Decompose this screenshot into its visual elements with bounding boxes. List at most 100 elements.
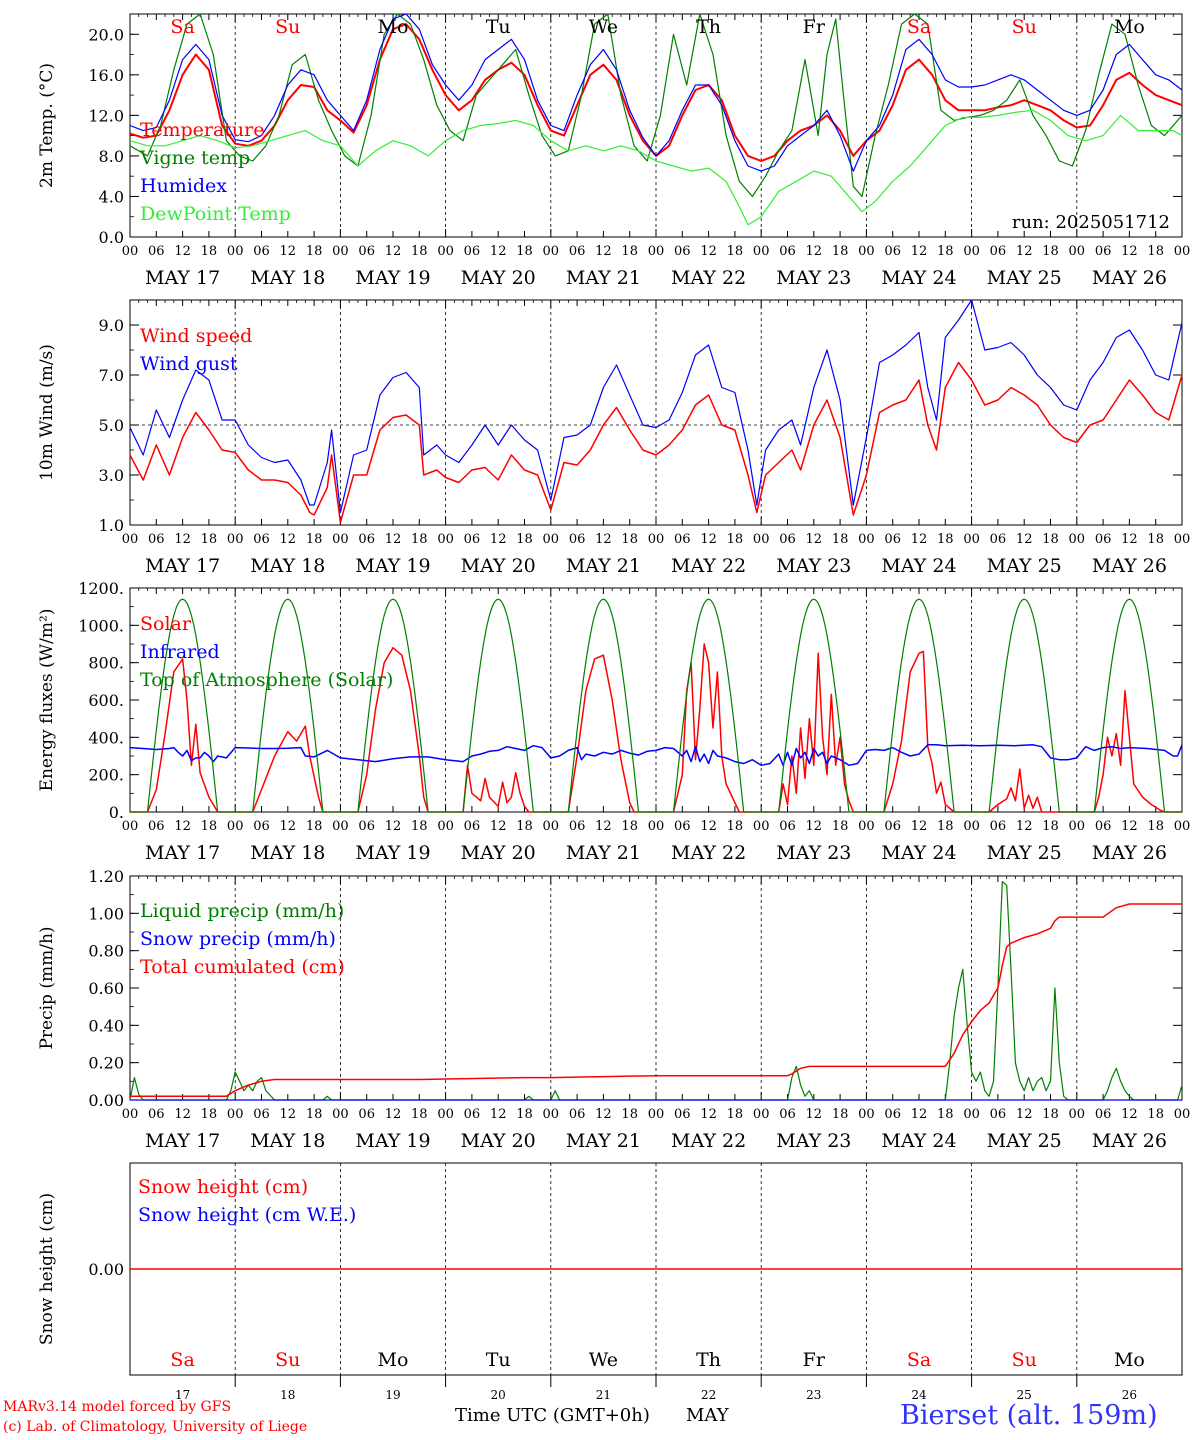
date-label: MAY 23	[776, 842, 851, 864]
hour-tick-label: 18	[201, 532, 218, 547]
hour-tick-label: 18	[1042, 532, 1059, 547]
hour-tick-label: 00	[437, 532, 454, 547]
hour-tick-label: 12	[806, 1107, 823, 1122]
legend-entry: Wind speed	[140, 325, 252, 347]
hour-tick-label: 00	[1174, 1107, 1191, 1122]
y-tick-label: 1200.	[78, 579, 124, 598]
hour-tick-label: 06	[148, 1107, 165, 1122]
date-label: MAY 20	[461, 555, 536, 577]
date-label: MAY 20	[461, 267, 536, 289]
hour-tick-label: 18	[411, 819, 428, 834]
hour-tick-label: 18	[1147, 532, 1164, 547]
hour-tick-label: 06	[1095, 532, 1112, 547]
hour-tick-label: 06	[358, 819, 375, 834]
day-number-label: 25	[1017, 1388, 1032, 1402]
hour-tick-label: 18	[832, 819, 849, 834]
hour-tick-label: 06	[569, 532, 586, 547]
weekday-label: Sa	[907, 1349, 931, 1371]
y-axis-label: 10m Wind (m/s)	[37, 344, 57, 481]
hour-tick-label: 18	[516, 532, 533, 547]
date-label: MAY 25	[987, 267, 1062, 289]
hour-tick-label: 18	[306, 244, 323, 259]
hour-tick-label: 06	[674, 819, 691, 834]
hour-tick-label: 06	[779, 819, 796, 834]
legend-entry: Infrared	[140, 641, 220, 663]
hour-tick-label: 06	[884, 244, 901, 259]
hour-tick-label: 18	[201, 244, 218, 259]
hour-tick-label: 06	[674, 1107, 691, 1122]
panel-temp	[129, 13, 1183, 238]
hour-tick-label: 12	[911, 532, 928, 547]
series-line-wind-speed	[129, 361, 1183, 524]
y-axis-label: Energy fluxes (W/m²)	[37, 609, 57, 792]
hour-tick-label: 00	[753, 244, 770, 259]
y-tick-label: 400.	[88, 728, 124, 747]
hour-tick-label: 00	[122, 532, 139, 547]
day-number-label: 18	[280, 1388, 295, 1402]
hour-tick-label: 00	[543, 1107, 560, 1122]
hour-tick-label: 06	[464, 819, 481, 834]
series-line-top-of-atmosphere-solar-	[130, 598, 1182, 813]
hour-tick-label: 00	[648, 532, 665, 547]
y-tick-label: 0.0	[99, 228, 124, 247]
weekday-label: Su	[1012, 1349, 1037, 1371]
weekday-label: Sa	[907, 16, 931, 38]
hour-tick-label: 18	[411, 1107, 428, 1122]
hour-tick-label: 18	[832, 244, 849, 259]
hour-tick-label: 06	[253, 1107, 270, 1122]
hour-tick-label: 00	[332, 244, 349, 259]
hour-tick-label: 00	[543, 244, 560, 259]
hour-tick-label: 12	[174, 532, 191, 547]
hour-tick-label: 00	[122, 819, 139, 834]
legend-entry: Wind gust	[140, 353, 238, 375]
y-tick-label: 0.40	[88, 1016, 124, 1035]
hour-tick-label: 12	[385, 244, 402, 259]
series-line-vigne-temp	[129, 13, 1183, 198]
date-label: MAY 22	[671, 555, 746, 577]
day-number-label: 23	[806, 1388, 821, 1402]
weekday-label: Su	[1012, 16, 1037, 38]
day-number-label: 20	[491, 1388, 506, 1402]
date-label: MAY 26	[1092, 1130, 1167, 1152]
hour-tick-label: 18	[516, 1107, 533, 1122]
hour-tick-label: 00	[227, 1107, 244, 1122]
date-label: MAY 22	[671, 842, 746, 864]
hour-tick-label: 06	[674, 532, 691, 547]
day-number-label: 17	[175, 1388, 190, 1402]
date-label: MAY 17	[145, 555, 220, 577]
date-label: MAY 24	[881, 555, 956, 577]
day-number-label: 22	[701, 1388, 716, 1402]
date-label: MAY 23	[776, 267, 851, 289]
hour-tick-label: 06	[990, 1107, 1007, 1122]
y-axis-label: 2m Temp. (°C)	[37, 63, 57, 188]
hour-tick-label: 18	[411, 244, 428, 259]
legend-entry: Vigne temp	[139, 147, 250, 169]
hour-tick-label: 06	[569, 1107, 586, 1122]
series-line-humidex	[129, 13, 1183, 172]
hour-tick-label: 18	[937, 244, 954, 259]
hour-tick-label: 06	[884, 1107, 901, 1122]
hour-tick-label: 12	[1121, 532, 1138, 547]
hour-tick-label: 12	[1016, 819, 1033, 834]
hour-tick-label: 00	[1069, 532, 1086, 547]
y-axis-label: Snow height (cm)	[37, 1193, 57, 1345]
hour-tick-label: 12	[806, 244, 823, 259]
y-tick-label: 1.0	[99, 516, 124, 535]
weekday-label: Mo	[1114, 16, 1145, 38]
hour-tick-label: 00	[332, 819, 349, 834]
hour-tick-label: 18	[727, 1107, 744, 1122]
hour-tick-label: 12	[490, 1107, 507, 1122]
x-axis-label: Time UTC (GMT+0h)	[455, 1405, 650, 1426]
hour-tick-label: 00	[332, 532, 349, 547]
weekday-label: Su	[275, 1349, 300, 1371]
legend-entry: Top of Atmosphere (Solar)	[140, 669, 393, 691]
weekday-label: Mo	[378, 1349, 409, 1371]
hour-tick-label: 00	[858, 1107, 875, 1122]
month-label: MAY	[686, 1405, 729, 1426]
hour-tick-label: 06	[358, 244, 375, 259]
date-label: MAY 18	[250, 267, 325, 289]
hour-tick-label: 12	[280, 244, 297, 259]
hour-tick-label: 00	[648, 1107, 665, 1122]
y-tick-label: 3.0	[99, 466, 124, 485]
